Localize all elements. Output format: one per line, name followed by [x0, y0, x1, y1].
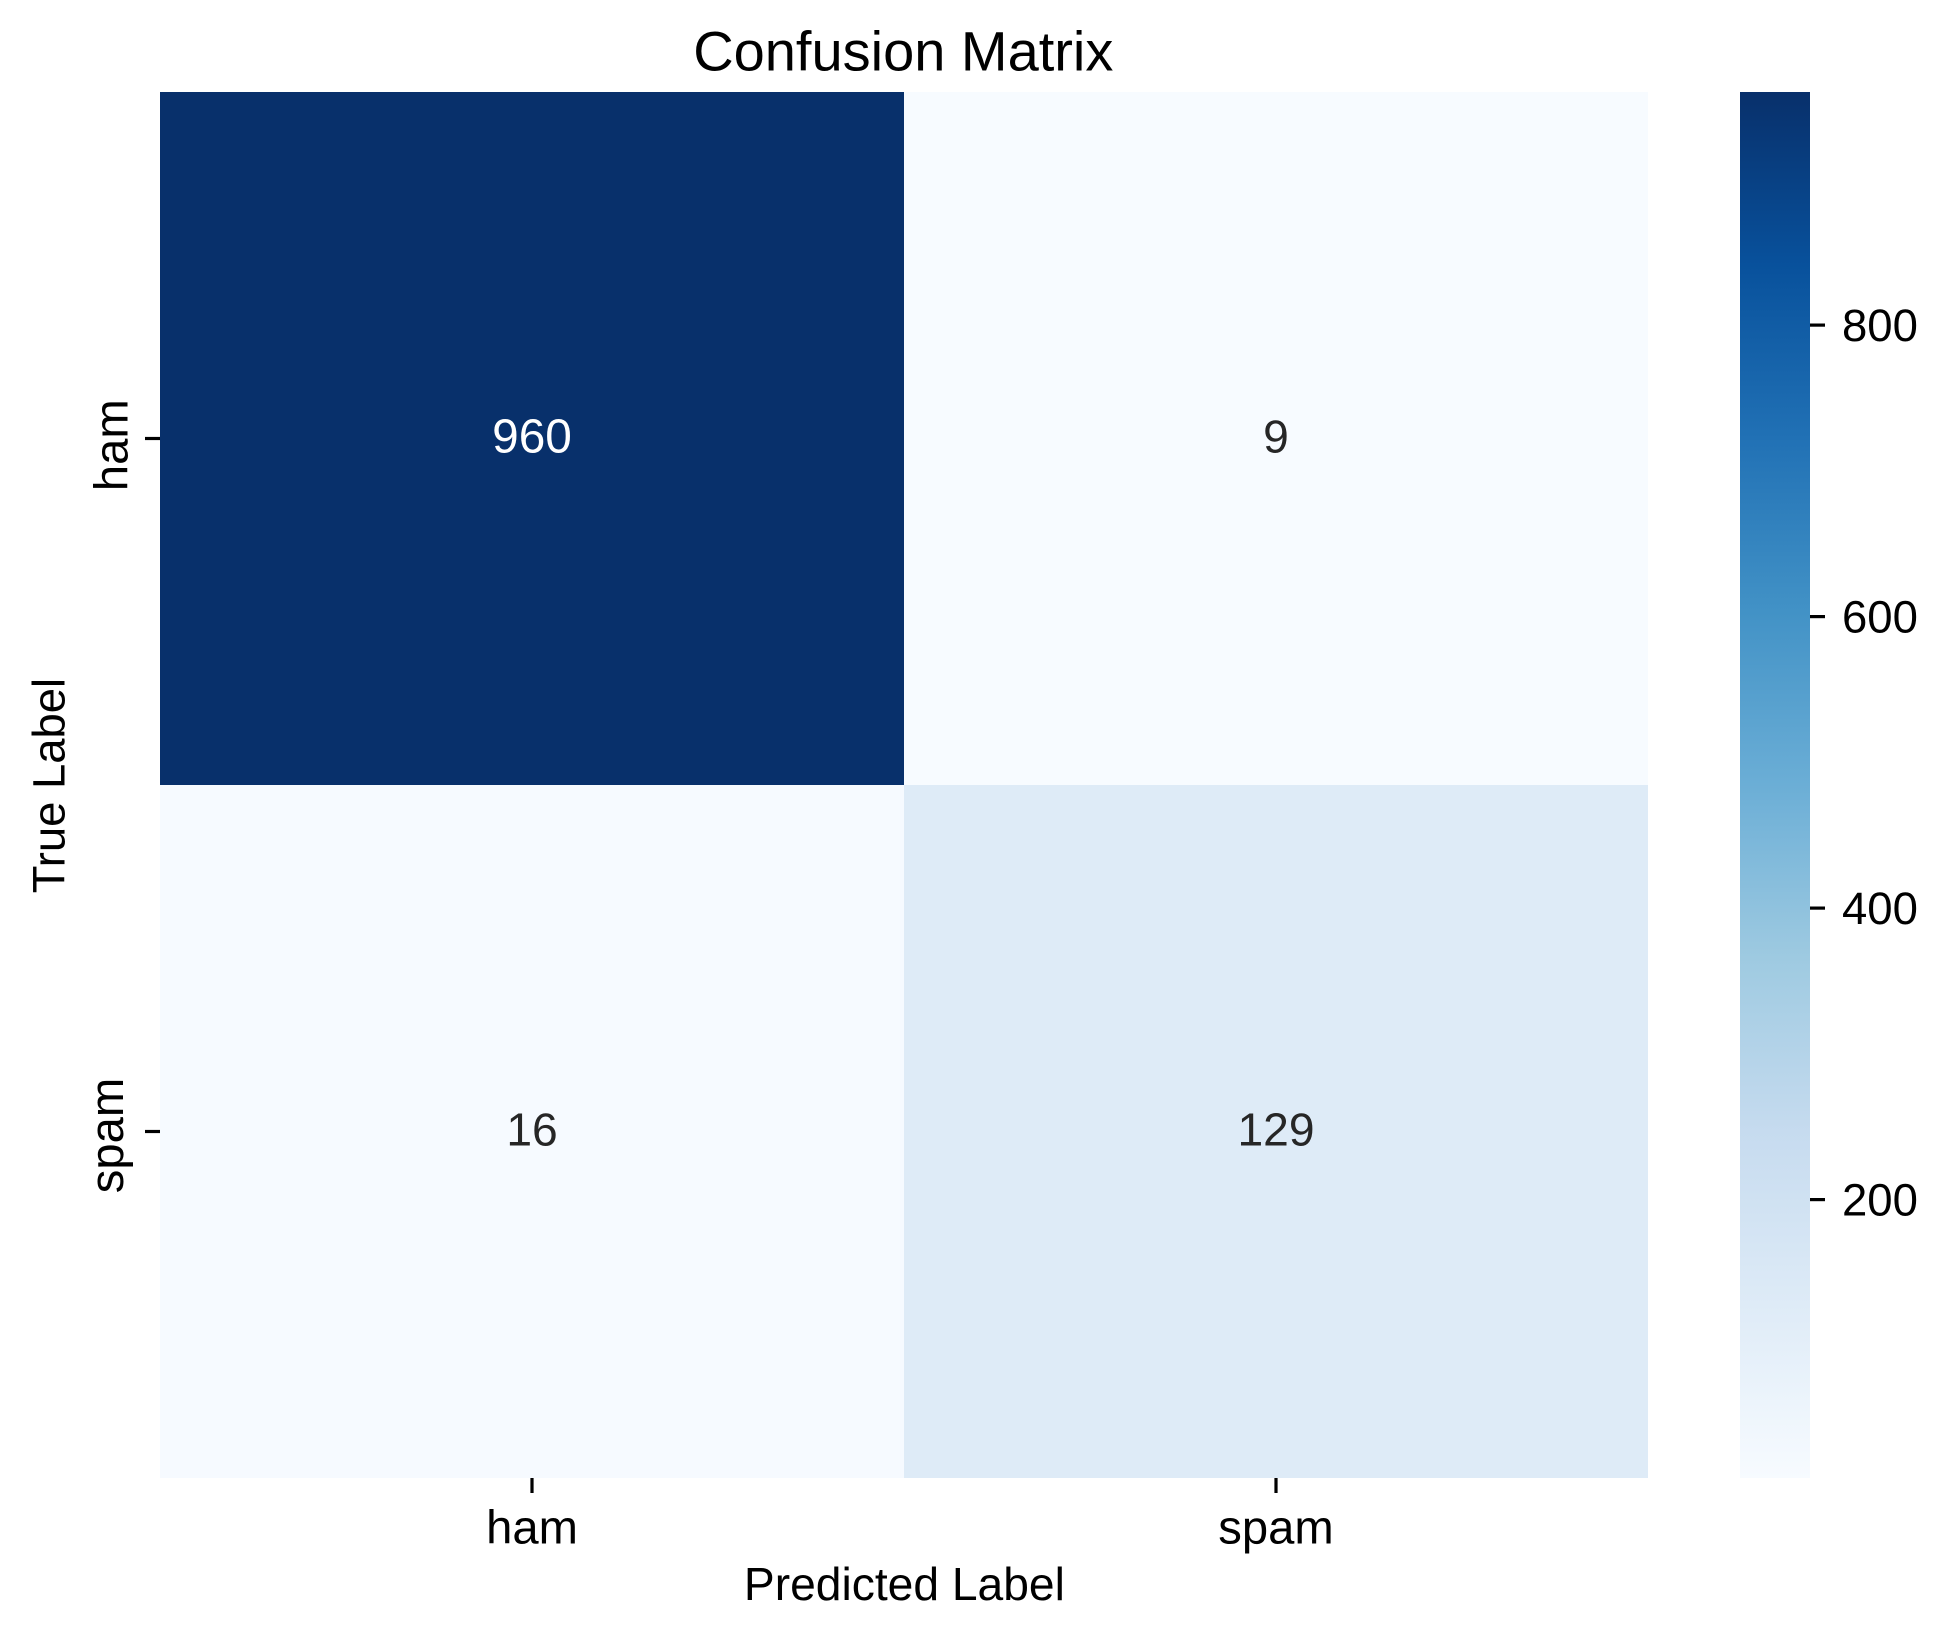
svg-text:16: 16 — [506, 1103, 557, 1155]
svg-text:spam: spam — [81, 1078, 134, 1193]
svg-text:Confusion Matrix: Confusion Matrix — [693, 19, 1113, 82]
svg-text:True Label: True Label — [24, 678, 75, 893]
svg-text:960: 960 — [492, 410, 572, 463]
svg-text:800: 800 — [1842, 300, 1918, 351]
svg-text:129: 129 — [1237, 1103, 1314, 1155]
svg-text:9: 9 — [1263, 410, 1289, 462]
svg-text:200: 200 — [1842, 1175, 1918, 1226]
svg-text:ham: ham — [86, 399, 139, 491]
svg-text:Predicted Label: Predicted Label — [744, 1558, 1065, 1610]
svg-text:ham: ham — [486, 1502, 578, 1555]
svg-text:spam: spam — [1218, 1502, 1333, 1555]
svg-text:600: 600 — [1842, 592, 1918, 643]
svg-text:400: 400 — [1842, 883, 1918, 934]
